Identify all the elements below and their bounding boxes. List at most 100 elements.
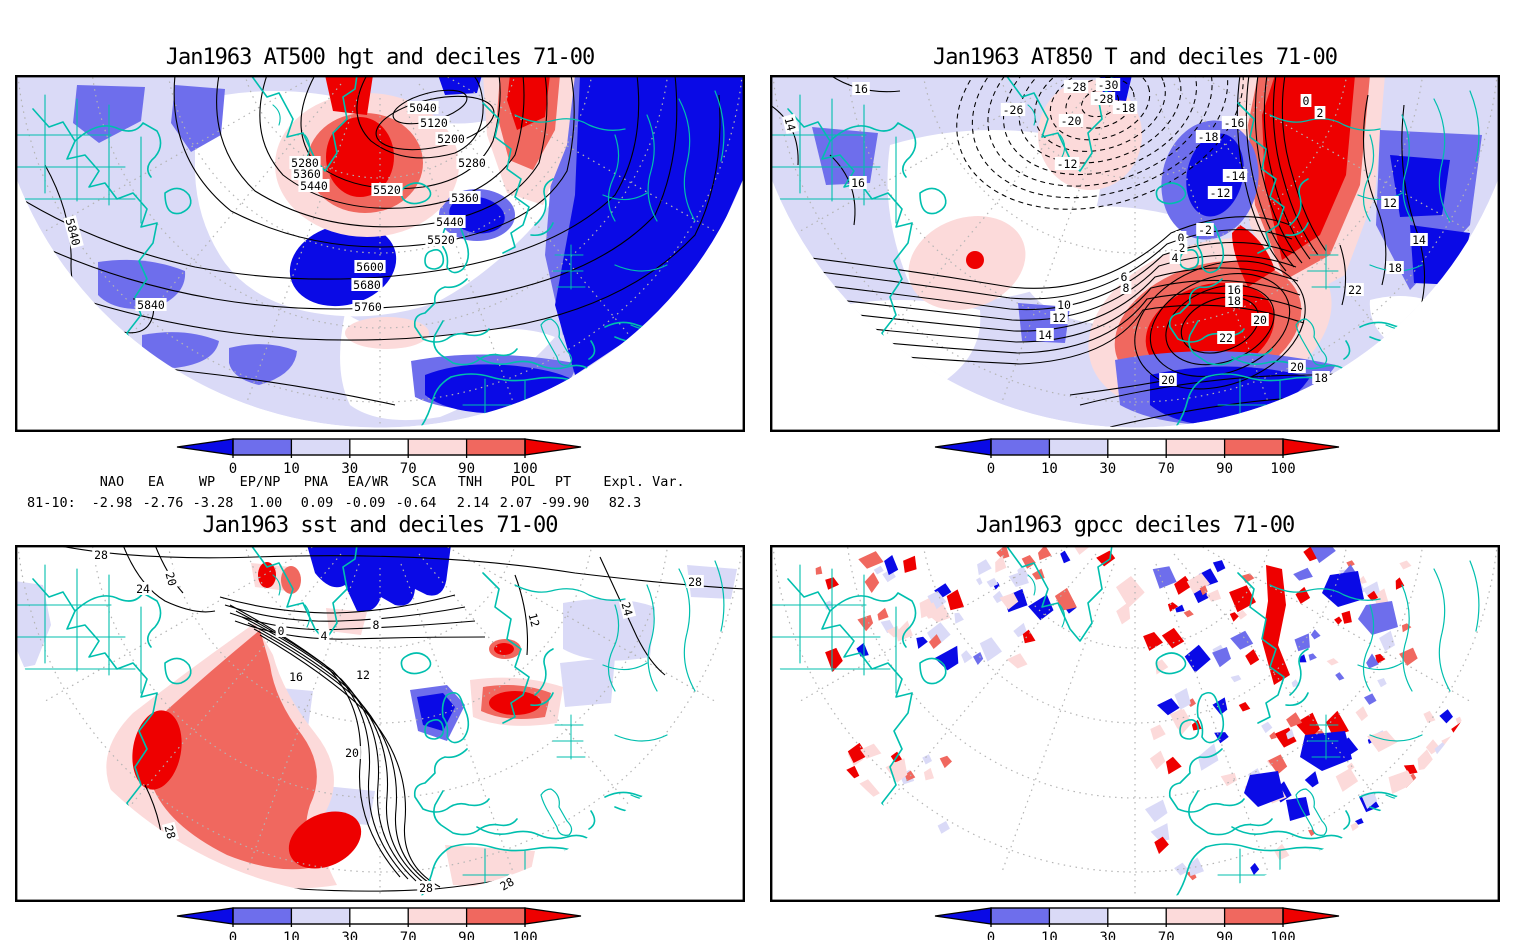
contour-label: 28 xyxy=(688,575,702,589)
precip-decile-patch xyxy=(977,559,992,576)
precip-decile-patch xyxy=(1250,862,1260,875)
precip-decile-patch xyxy=(1229,612,1239,622)
colorbar-sst: 0 10 30 70 90 100 xyxy=(176,907,582,940)
precip-decile-patch xyxy=(1355,818,1364,825)
precip-decile-patch xyxy=(886,625,901,638)
precip-decile-patch xyxy=(976,577,983,586)
contour-label: 20 xyxy=(345,746,359,760)
precip-decile-patch xyxy=(1286,728,1295,740)
precip-decile-patch xyxy=(896,620,913,642)
stat-header-ea: EA xyxy=(147,474,165,490)
precip-decile-patch xyxy=(1354,867,1369,890)
precip-decile-patch xyxy=(1220,772,1237,787)
precip-decile-patch xyxy=(1451,806,1474,829)
colorbar-at500: 0 10 30 70 90 100 xyxy=(176,438,582,477)
contour-label: 8 xyxy=(1123,281,1130,295)
colorbar-tick-label: 0 xyxy=(987,930,995,940)
colorbar-segment xyxy=(1107,908,1167,924)
contour-label: 2 xyxy=(1317,106,1324,120)
precip-decile-patch xyxy=(1245,649,1260,666)
panel-title-gpcc: Jan1963 gpcc deciles 71-00 xyxy=(975,513,1295,538)
contour-label: 5600 xyxy=(356,260,384,274)
precip-decile-patch xyxy=(973,652,984,665)
colorbar-tick-label: 90 xyxy=(1216,930,1233,940)
precip-decile-patch xyxy=(1310,629,1321,640)
colorbar-tick-label: 70 xyxy=(400,461,417,477)
precip-decile-patch xyxy=(1184,644,1211,673)
precip-decile-patch xyxy=(1359,575,1367,584)
colorbar-at850: 0 10 30 70 90 100 xyxy=(934,438,1340,477)
stat-row-label: 81-10: xyxy=(27,495,76,511)
precip-decile-patch xyxy=(1377,678,1387,688)
precip-decile-patch xyxy=(1212,697,1228,715)
colorbar-tick-label: 100 xyxy=(512,461,537,477)
colorbar-segment xyxy=(991,908,1050,924)
stat-value: 2.07 xyxy=(499,495,533,511)
colorbar-tick-label: 70 xyxy=(1158,461,1175,477)
precip-decile-patch xyxy=(996,545,1010,560)
precip-decile-patch xyxy=(1238,702,1251,712)
contour-label: 5200 xyxy=(437,132,465,146)
contour-label: -18 xyxy=(1115,101,1136,115)
contour-label: 0 xyxy=(1303,94,1310,108)
contour-label: 14 xyxy=(781,115,798,132)
colorbar-right-arrow xyxy=(524,438,582,456)
contour-label: 0 xyxy=(278,624,285,638)
colorbar-tick-label: 10 xyxy=(283,461,300,477)
precip-decile-patch xyxy=(1326,710,1349,737)
precip-decile-patch xyxy=(979,637,1002,662)
precip-decile-patch xyxy=(1154,836,1169,854)
precip-decile-patch xyxy=(1116,576,1145,608)
contour-label: 5040 xyxy=(409,101,437,115)
contour-label: 0 xyxy=(1178,231,1185,245)
precip-decile-patch xyxy=(1152,566,1177,589)
precip-decile-patch xyxy=(1443,825,1456,838)
precip-decile-patch xyxy=(986,577,999,588)
stat-value: -2.98 xyxy=(91,495,133,511)
colorbar-tick-label: 90 xyxy=(458,930,475,940)
precip-decile-patch xyxy=(854,837,870,850)
contour-label: -20 xyxy=(1061,114,1082,128)
precip-decile-patch xyxy=(1186,573,1211,594)
precip-decile-patch xyxy=(1230,630,1254,650)
precip-decile-patch xyxy=(1175,604,1185,613)
precip-decile-patch xyxy=(1347,844,1371,868)
precip-decile-patch xyxy=(864,572,880,593)
precip-decile-patch xyxy=(1346,762,1355,771)
precip-decile-patch xyxy=(1312,853,1331,880)
colorbar-right-arrow xyxy=(1282,907,1340,925)
colorbar-segment xyxy=(1224,908,1283,924)
precip-decile-patch xyxy=(1028,594,1054,621)
precip-decile-patch xyxy=(860,743,882,759)
precip-decile-patch xyxy=(843,765,860,781)
precip-decile-patch xyxy=(1174,575,1193,595)
colorbar-tick-label: 30 xyxy=(341,461,358,477)
precip-decile-patch xyxy=(1212,560,1226,573)
precip-decile-patch xyxy=(1199,585,1208,596)
contour-label: 16 xyxy=(854,82,868,96)
colorbar-left-arrow xyxy=(176,907,234,925)
precip-decile-patch xyxy=(858,551,884,569)
stats-header-row: NAO EA WP EP/NP PNA EA/WR SCA TNH POL PT Expl. Var… xyxy=(0,474,760,492)
precip-decile-patch xyxy=(1157,698,1180,716)
contour-label: 24 xyxy=(618,600,635,617)
precip-decile-patch xyxy=(868,801,877,812)
precip-decile-patch xyxy=(1425,776,1443,795)
precip-decile-patch xyxy=(1060,550,1071,564)
stat-value: 82.3 xyxy=(608,495,642,511)
precip-decile-patch xyxy=(1214,732,1229,744)
stat-header-pna: PNA xyxy=(303,474,329,490)
contour-label: 4 xyxy=(1172,251,1179,265)
contour-label: 28 xyxy=(497,874,516,893)
precip-decile-patch xyxy=(1460,768,1477,788)
contour-label: 5520 xyxy=(373,183,401,197)
colorbar-tick-label: 100 xyxy=(1270,930,1295,940)
contour-label: 24 xyxy=(136,582,150,596)
precip-decile-patch xyxy=(1308,653,1317,661)
precip-decile-patch xyxy=(1021,555,1036,569)
precip-decile-patch xyxy=(1174,862,1190,876)
colorbar-gpcc: 0 10 30 70 90 100 xyxy=(934,907,1340,940)
contour-label: 5440 xyxy=(436,215,464,229)
stat-value: -3.28 xyxy=(192,495,234,511)
precip-decile-patch xyxy=(999,592,1019,610)
